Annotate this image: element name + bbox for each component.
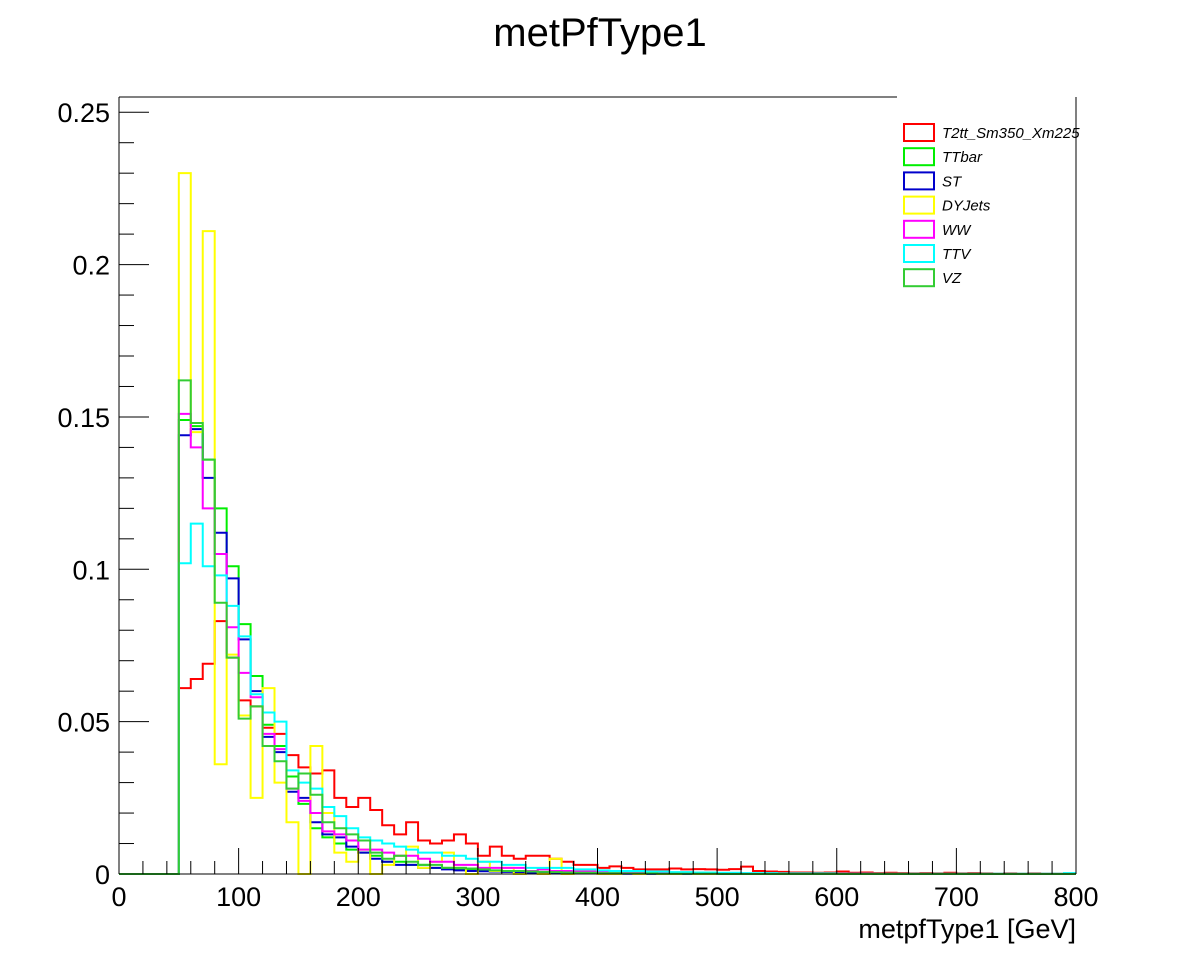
legend: T2tt_Sm350_Xm225 TTbar ST DYJets WW TTV VZ xyxy=(903,123,1080,288)
x-tick-label: 600 xyxy=(814,882,859,912)
series-line-dyjets xyxy=(119,172,1076,875)
y-tick-label: 0.05 xyxy=(57,708,110,738)
series-line-st xyxy=(119,428,1076,875)
legend-swatch xyxy=(903,219,935,239)
series-line-vz xyxy=(119,379,1076,875)
x-tick-label: 800 xyxy=(1053,882,1098,912)
legend-swatch xyxy=(903,268,935,288)
y-tick-label: 0.2 xyxy=(72,251,110,281)
series-line-ttv xyxy=(119,522,1076,875)
y-tick-label: 0 xyxy=(95,860,110,890)
axes-layer: 0 100 200 300 400 500 600 700 800 0 0.05 0.1 0.15 0.2… xyxy=(57,96,1099,912)
legend-label: DYJets xyxy=(942,198,991,215)
legend-swatch xyxy=(903,123,935,142)
legend-label: ST xyxy=(942,173,963,190)
legend-swatch xyxy=(903,244,935,263)
x-tick-label: 500 xyxy=(695,882,740,912)
legend-label: TTbar xyxy=(942,149,983,166)
x-tick-label: 300 xyxy=(455,882,500,912)
series-layer xyxy=(119,172,1076,875)
x-tick-label: 0 xyxy=(111,882,126,912)
y-tick-label: 0.15 xyxy=(57,403,110,433)
legend-swatch xyxy=(903,147,935,167)
series-line-ttbar xyxy=(119,418,1076,875)
y-tick-label: 0.1 xyxy=(72,555,110,585)
chart-title: metPfType1 xyxy=(493,11,706,55)
legend-label: T2tt_Sm350_Xm225 xyxy=(942,125,1080,142)
x-axis-label: metpfType1 [GeV] xyxy=(858,914,1076,944)
legend-label: VZ xyxy=(942,270,962,287)
legend-swatch xyxy=(903,195,935,215)
legend-label: WW xyxy=(942,222,972,239)
y-tick-label: 0.25 xyxy=(57,98,110,128)
x-tick-label: 200 xyxy=(336,882,381,912)
legend-label: TTV xyxy=(942,246,972,263)
x-tick-label: 400 xyxy=(575,882,620,912)
x-tick-label: 100 xyxy=(216,882,261,912)
series-line-ww xyxy=(119,412,1076,875)
legend-swatch xyxy=(903,171,935,191)
x-tick-label: 700 xyxy=(934,882,979,912)
